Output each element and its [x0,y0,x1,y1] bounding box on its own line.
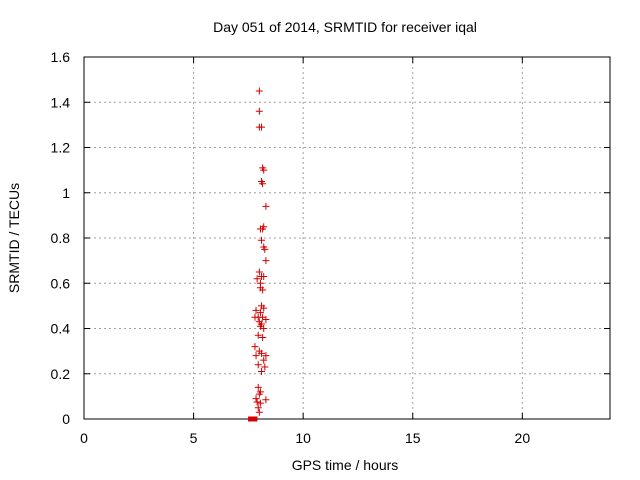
data-point [258,349,266,357]
data-point [255,408,263,416]
chart-title: Day 051 of 2014, SRMTID for receiver iqa… [213,19,477,35]
y-tick-label: 1.2 [51,140,71,156]
axis-ticks: 0 5 10 15 20 0 0.2 0.4 0.6 0.8 1 1.2 1.4 1.6 [51,49,610,446]
y-tick-label: 0.6 [51,275,71,291]
data-point [254,361,262,369]
data-point [252,306,260,314]
y-tick-label: 0.2 [51,366,71,382]
x-tick-label: 5 [190,430,198,446]
x-tick-label: 15 [405,430,421,446]
data-point [258,236,266,244]
y-tick-label: 1.4 [51,94,71,110]
data-point [255,268,263,276]
data-point [255,87,263,95]
data-point [254,383,262,391]
data-point [260,356,268,364]
data-point [259,180,267,188]
x-axis-label: GPS time / hours [292,457,399,473]
y-tick-label: 0.4 [51,321,71,337]
x-tick-label: 0 [80,430,88,446]
y-tick-label: 1.6 [51,49,71,65]
data-point [255,390,263,398]
data-point [262,396,270,404]
y-axis-label: SRMTID / TECUs [6,183,22,293]
data-point [253,275,261,283]
y-tick-label: 1 [62,185,70,201]
x-tick-label: 20 [515,430,531,446]
data-point [260,272,268,280]
data-point [252,395,260,403]
data-point [262,257,270,265]
data-point [260,304,268,312]
data-point [258,367,266,375]
data-point [260,166,268,174]
data-point [261,245,269,253]
data-point [259,225,267,233]
data-point [256,309,264,317]
plot-frame [83,56,611,420]
data-point [253,398,261,406]
data-point [260,325,268,332]
y-tick-label: 0.8 [51,230,71,246]
data-point [252,352,260,360]
data-point [262,202,270,210]
data-point [261,363,269,371]
data-point [259,286,267,294]
data-point-square [252,416,258,422]
data-point [256,399,264,407]
data-point [258,123,266,131]
data-point [262,352,270,360]
grid-lines [84,57,610,419]
data-point [254,331,262,339]
data-point [255,107,263,115]
data-point [259,334,267,342]
data-points [248,87,270,422]
data-point [262,315,270,323]
y-tick-label: 0 [62,411,70,427]
data-point [254,404,262,412]
data-point [251,343,259,351]
x-tick-label: 10 [295,430,311,446]
